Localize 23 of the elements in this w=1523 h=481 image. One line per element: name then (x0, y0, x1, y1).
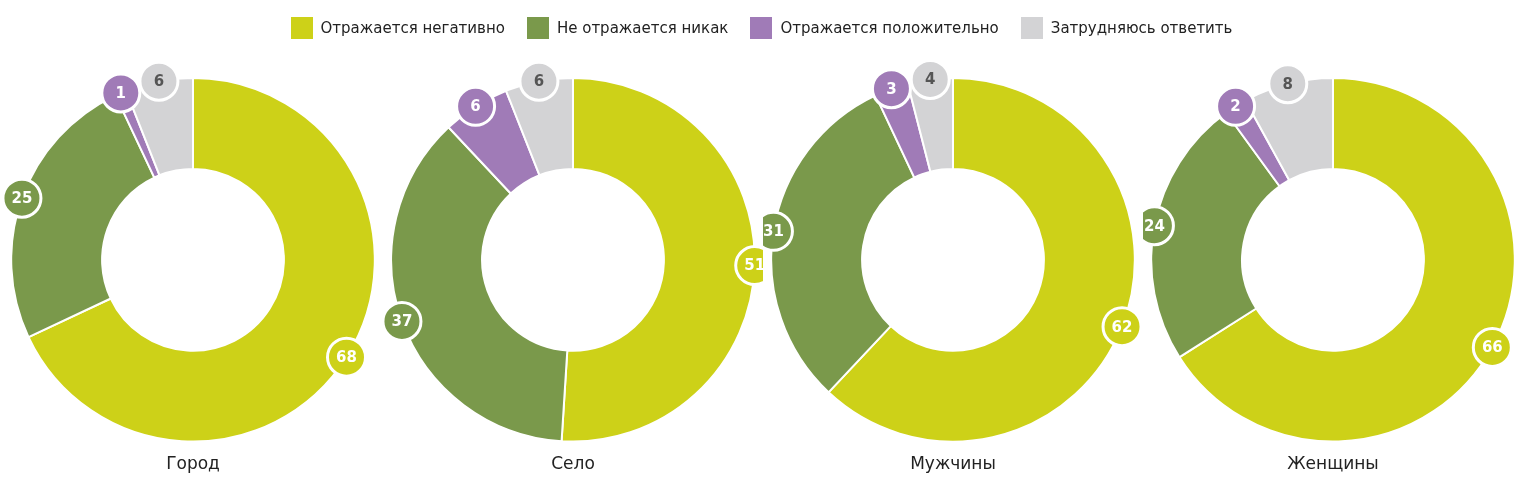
legend-label: Отражается негативно (320, 19, 505, 37)
data-label: 68 (336, 348, 357, 367)
data-label: 62 (1111, 317, 1133, 336)
data-label: 2 (1230, 97, 1241, 116)
text: Женщины (1287, 453, 1379, 474)
data-label: 37 (391, 312, 413, 331)
data-label: 24 (1143, 216, 1165, 235)
data-label: 3 (886, 79, 897, 98)
text: Мужчины (910, 453, 996, 474)
data-label: 8 (1282, 74, 1294, 93)
legend-label: Отражается положительно (780, 19, 999, 37)
data-label: 31 (763, 222, 784, 241)
legend-label: Затрудняюсь ответить (1050, 19, 1233, 37)
data-label: 1 (115, 83, 127, 102)
data-label: 6 (153, 72, 165, 91)
text: Село (551, 453, 595, 474)
data-label: 4 (925, 70, 936, 89)
data-label: 25 (11, 189, 33, 208)
data-label: 6 (533, 72, 545, 91)
text: Город (166, 453, 220, 474)
data-label: 66 (1481, 338, 1503, 357)
data-label: 6 (470, 97, 481, 116)
legend-label: Не отражается никак (556, 19, 729, 37)
